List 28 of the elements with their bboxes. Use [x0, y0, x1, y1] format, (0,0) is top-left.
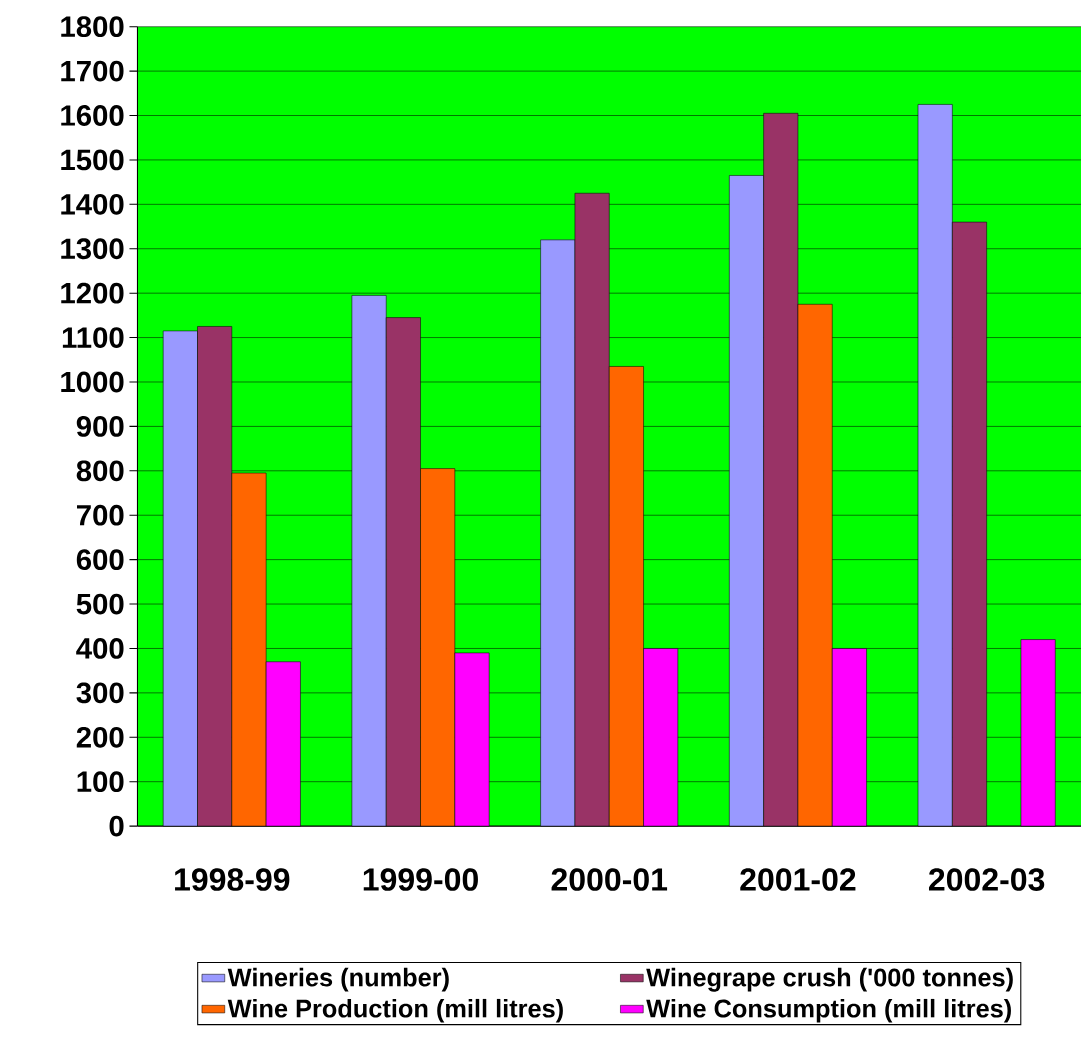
y-tick-label: 500 [76, 593, 124, 615]
y-tick-label: 600 [76, 549, 124, 571]
legend-label: Wineries (number) [227, 967, 449, 992]
y-tick-label: 400 [76, 638, 124, 659]
legend-label: Wine Production (mill litres) [227, 998, 563, 1023]
y-tick-label: 300 [76, 682, 124, 704]
y-tick-label: 1500 [61, 149, 124, 171]
y-tick-label: 1300 [61, 238, 124, 260]
legend-label: Wine Consumption (mill litres) [646, 998, 1011, 1023]
y-tick-label: 1200 [61, 282, 124, 304]
y-tick-label: 200 [76, 726, 124, 748]
y-tick-label: 100 [77, 771, 124, 793]
y-tick-label: 1700 [61, 60, 124, 82]
y-tick-label: 1600 [61, 105, 124, 126]
y-tick-label: 800 [76, 460, 124, 482]
x-tick-label: 2000-01 [551, 868, 668, 891]
y-tick-label: 0 [109, 815, 124, 837]
y-tick-label: 1000 [61, 371, 124, 393]
x-tick-label: 2001-02 [740, 868, 856, 891]
legend-label: Winegrape crush ('000 tonnes) [646, 967, 1013, 992]
x-tick-label: 1999-00 [363, 868, 478, 891]
y-tick-label: 900 [76, 416, 124, 437]
y-tick-label: 1400 [61, 193, 124, 215]
y-tick-label: 1800 [61, 16, 124, 38]
y-tick-label: 700 [77, 504, 124, 526]
x-tick-label: 2002-03 [928, 868, 1045, 891]
y-tick-label: 1100 [62, 327, 124, 348]
x-tick-label: 1998-99 [175, 868, 290, 891]
